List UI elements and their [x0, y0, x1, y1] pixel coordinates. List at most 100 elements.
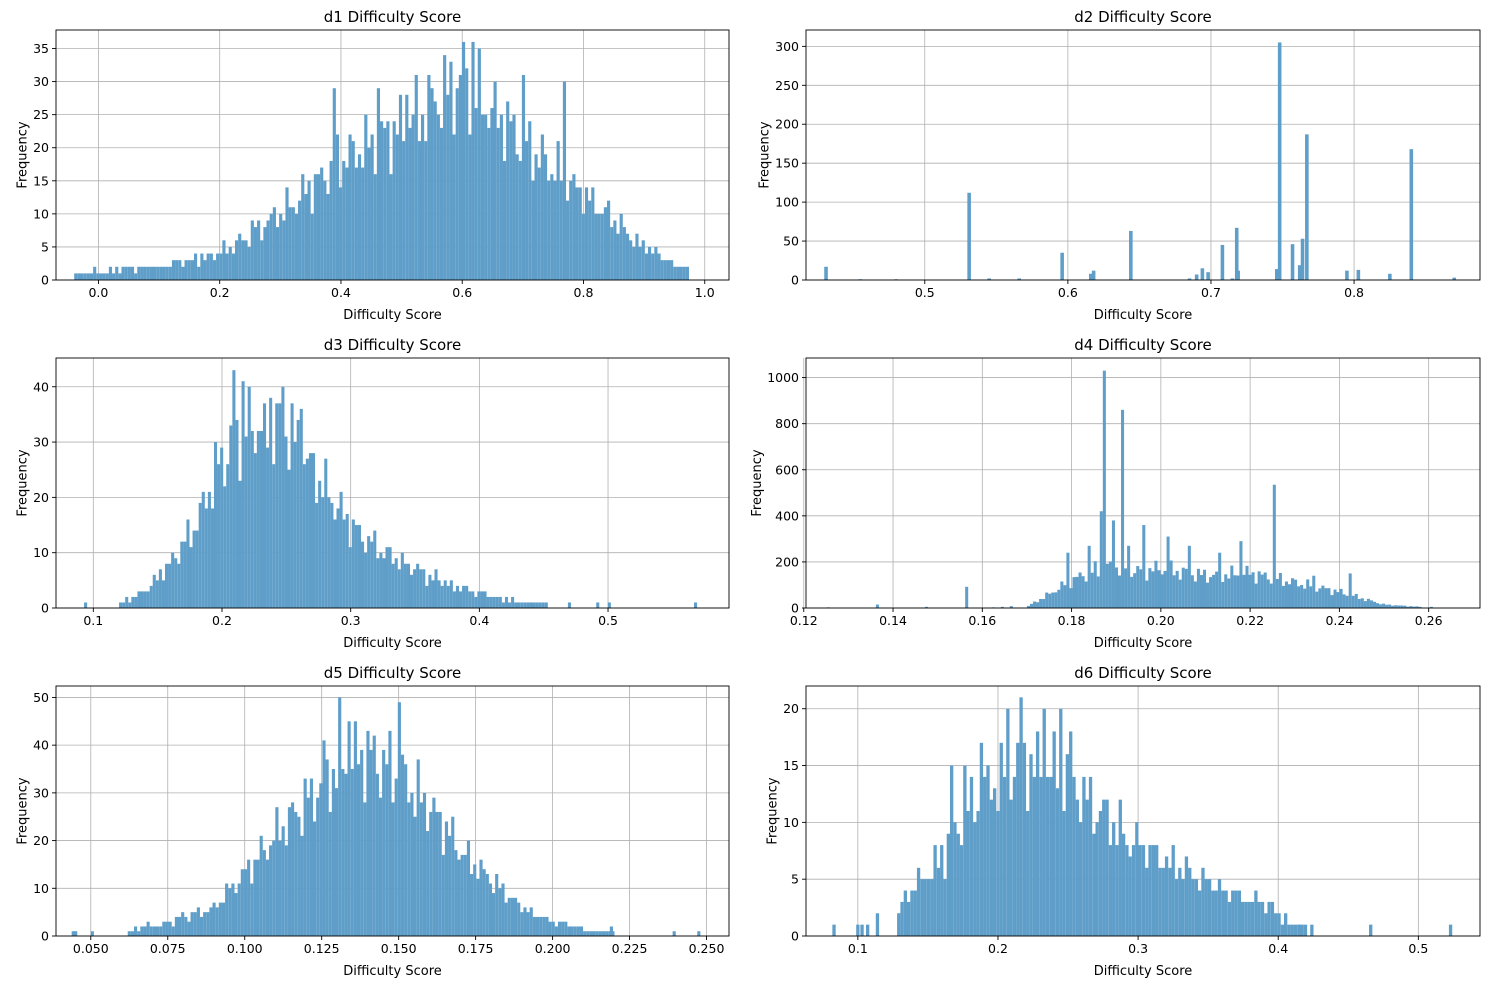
histogram-bar [559, 180, 563, 280]
histogram-bar [180, 541, 184, 608]
histogram-bar [1218, 552, 1222, 608]
histogram-bar [1224, 890, 1228, 936]
histogram-bar [1148, 568, 1152, 608]
histogram-bar [564, 921, 568, 936]
histogram-bar [538, 602, 542, 608]
histogram-bar [476, 878, 480, 936]
histogram-bar [459, 591, 463, 608]
histogram-bar [492, 596, 496, 608]
histogram-bar [1198, 890, 1202, 936]
histogram-bar [1193, 581, 1197, 608]
histogram-bar [263, 227, 267, 280]
histogram-bar [1059, 708, 1063, 936]
histogram-bar [543, 154, 548, 280]
histogram-bar [1382, 603, 1386, 608]
histogram-bar [313, 174, 317, 280]
histogram-bar [1306, 579, 1310, 608]
histogram-bar [131, 596, 135, 608]
histogram-bar [676, 266, 680, 280]
histogram-bar [1163, 570, 1167, 608]
histogram-bar [203, 260, 207, 280]
axes-frame [55, 685, 730, 937]
histogram-bar [417, 141, 421, 280]
x-tick-label: 1.0 [695, 285, 715, 300]
histogram-bar [632, 246, 636, 280]
histogram-bar [570, 926, 574, 936]
histogram-bar [1012, 776, 1017, 936]
histogram-bar [74, 931, 78, 936]
histogram-bar [1270, 901, 1275, 936]
histogram-bar [403, 563, 407, 608]
histogram-bar [567, 602, 571, 608]
histogram-bar [515, 154, 519, 280]
histogram-bar [320, 167, 324, 280]
histogram-bar [225, 883, 229, 936]
histogram-bar [1348, 573, 1352, 608]
histogram-bar [413, 816, 417, 936]
histogram-bar [999, 742, 1003, 936]
axes-frame [805, 29, 1481, 281]
histogram-bar [316, 797, 320, 936]
histogram-bar [410, 792, 414, 936]
histogram-bar [1199, 575, 1203, 608]
histogram-bar [1327, 588, 1331, 608]
histogram-bar [438, 811, 442, 936]
histogram-bar [528, 121, 532, 281]
histogram-bar [526, 602, 530, 608]
histogram-bar [232, 370, 236, 608]
histogram-bar [436, 114, 440, 280]
histogram-bar [508, 602, 512, 608]
histogram-bar [499, 114, 503, 280]
histogram-bar [308, 453, 312, 608]
histogram-bar [534, 154, 538, 280]
histogram-bar [397, 569, 401, 608]
y-tick-label: 40 [33, 379, 49, 394]
histogram-bar [354, 167, 358, 280]
histogram-bar [226, 464, 230, 608]
y-tick-label: 10 [33, 206, 49, 221]
histogram-bar [353, 721, 357, 936]
histogram-bar [419, 569, 423, 608]
histogram-bar [244, 240, 248, 280]
histogram-bar [422, 792, 427, 936]
histogram-bar [1066, 552, 1070, 608]
histogram-bar [923, 879, 927, 936]
histogram-bar [446, 585, 450, 608]
histogram-bar [1181, 879, 1185, 936]
histogram-bar [327, 497, 331, 608]
histogram-bar [330, 502, 334, 608]
x-tick-label: 0.5 [1408, 941, 1428, 956]
histogram-bar [348, 134, 352, 280]
histogram-bar [302, 464, 306, 608]
histogram-bar [1135, 822, 1139, 936]
histogram-bar [979, 742, 984, 936]
histogram-bar [462, 585, 466, 608]
histogram-bar [193, 253, 198, 280]
histogram-bar [502, 160, 507, 280]
chart-title: d6 Difficulty Score [1074, 664, 1212, 682]
histogram-bar [501, 883, 505, 936]
histogram-bar [228, 888, 232, 936]
histogram-bar [306, 797, 310, 936]
histogram-bar [1121, 409, 1125, 608]
histogram-bar [115, 266, 119, 280]
histogram-bar [243, 869, 248, 936]
histogram-bar [435, 811, 439, 936]
histogram-bar [480, 591, 484, 608]
histogram-bar [943, 879, 947, 936]
histogram-bar [1157, 570, 1161, 608]
y-axis-label: Frequency [15, 777, 30, 844]
histogram-bar [987, 278, 991, 280]
histogram-bar [238, 480, 242, 608]
histogram-bar [452, 134, 456, 280]
histogram-bar [592, 931, 596, 936]
histogram-bar [1124, 568, 1128, 608]
histogram-bar [1082, 776, 1086, 936]
histogram-bar [1354, 593, 1358, 608]
histogram-bar [207, 491, 211, 608]
histogram-bar [307, 180, 311, 280]
histogram-bars [826, 370, 1433, 608]
histogram-bar [1277, 42, 1282, 280]
histogram-bar [287, 469, 291, 608]
histogram-bar [443, 55, 447, 280]
